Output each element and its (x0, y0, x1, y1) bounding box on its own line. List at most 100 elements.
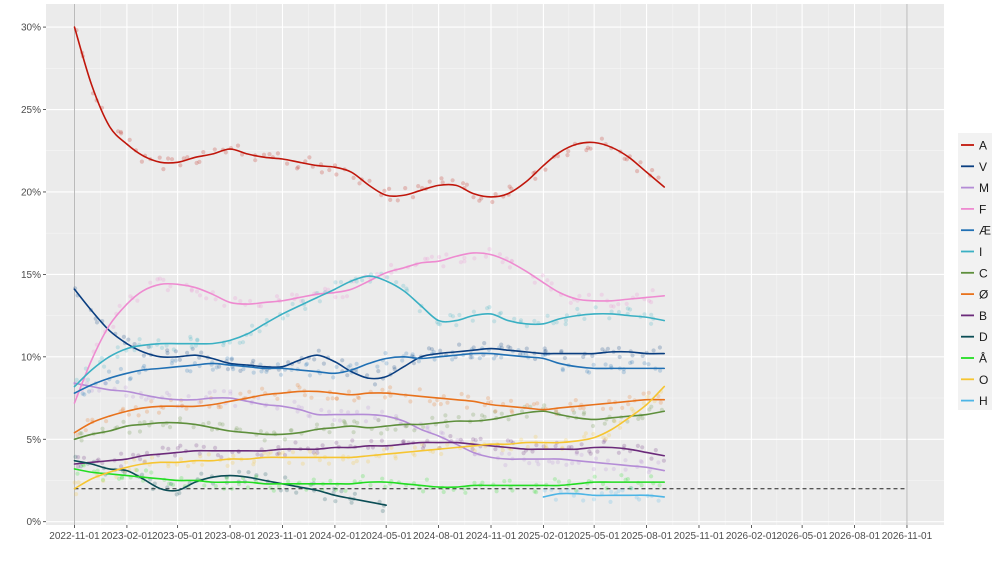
poll-point-D (349, 500, 354, 505)
poll-point-Ø (352, 398, 357, 403)
poll-point-D (122, 470, 127, 475)
poll-point-O (631, 409, 636, 414)
poll-point-I (404, 286, 409, 291)
poll-point-B (530, 449, 535, 454)
poll-point-C (79, 431, 84, 436)
poll-point-I (257, 329, 262, 334)
poll-point-C (582, 410, 587, 415)
poll-point-V (229, 357, 234, 362)
poll-point-Æ (331, 375, 336, 380)
poll-point-B (579, 442, 584, 447)
poll-point-Å (179, 476, 184, 481)
poll-point-Æ (304, 361, 310, 366)
poll-point-Ø (90, 417, 95, 422)
poll-point-Ø (383, 395, 388, 400)
poll-point-Ø (388, 393, 393, 398)
poll-point-Æ (404, 351, 409, 356)
poll-point-Å (472, 480, 477, 485)
poll-point-M (197, 400, 202, 405)
poll-point-A (194, 160, 199, 166)
poll-point-I (593, 305, 598, 310)
poll-point-C (506, 417, 511, 422)
poll-point-H (581, 498, 586, 503)
poll-point-A (327, 167, 332, 173)
poll-point-F (577, 293, 582, 299)
poll-point-Æ (591, 362, 596, 367)
poll-point-C (127, 430, 132, 435)
poll-point-F (425, 256, 430, 261)
poll-point-Ø (432, 402, 437, 407)
poll-point-F (429, 254, 434, 259)
poll-point-O (166, 464, 171, 469)
poll-point-O (645, 394, 650, 399)
poll-point-O (149, 455, 155, 460)
poll-point-F (586, 292, 592, 297)
poll-point-D (339, 489, 344, 494)
poll-point-V (250, 361, 255, 366)
poll-point-F (375, 272, 380, 277)
poll-point-O (519, 437, 524, 442)
poll-point-I (159, 345, 165, 350)
poll-point-Æ (278, 372, 284, 377)
poll-point-F (568, 300, 573, 305)
poll-point-C (234, 426, 239, 431)
poll-point-I (317, 299, 322, 304)
poll-point-Ø (438, 402, 443, 407)
poll-point-O (612, 419, 617, 424)
minor-gridlines (46, 4, 944, 525)
poll-point-A (319, 170, 324, 175)
poll-point-Ø (295, 383, 300, 388)
poll-point-I (607, 316, 612, 321)
poll-point-Å (202, 483, 207, 488)
poll-point-V (190, 346, 195, 351)
poll-point-I (303, 306, 308, 311)
poll-point-A (178, 163, 183, 168)
poll-point-Å (149, 470, 154, 475)
poll-point-I (417, 309, 422, 314)
poll-point-V (376, 369, 381, 374)
poll-point-I (250, 323, 255, 328)
poll-point-C (161, 423, 166, 428)
poll-point-M (139, 395, 144, 400)
poll-point-I (518, 318, 524, 323)
poll-point-D (294, 490, 299, 495)
poll-point-Æ (251, 370, 256, 375)
poll-point-F (649, 300, 654, 305)
poll-point-M (319, 407, 324, 413)
poll-point-I (582, 316, 587, 321)
poll-point-Å (424, 477, 429, 482)
poll-point-M (593, 456, 599, 461)
poll-point-Å (224, 476, 229, 481)
poll-point-B (275, 452, 280, 457)
poll-point-A (261, 152, 267, 157)
poll-point-V (121, 334, 126, 339)
poll-point-Å (276, 484, 282, 489)
poll-point-V (651, 348, 656, 353)
poll-point-V (617, 354, 622, 360)
poll-point-D (263, 472, 268, 477)
poll-point-I (649, 321, 654, 326)
poll-point-I (563, 318, 569, 323)
poll-point-Å (170, 482, 176, 487)
poll-point-A (161, 167, 166, 172)
poll-point-I (454, 323, 459, 328)
poll-point-O (617, 425, 623, 430)
poll-point-O (132, 457, 137, 462)
poll-point-Å (383, 484, 388, 489)
poll-point-Æ (170, 358, 175, 363)
poll-point-I (616, 309, 622, 315)
poll-point-Å (552, 477, 558, 482)
poll-point-O (174, 462, 179, 467)
poll-point-D (322, 497, 327, 502)
poll-point-O (268, 450, 273, 455)
poll-point-O (412, 453, 417, 458)
poll-point-V (177, 357, 182, 362)
poll-point-F (157, 276, 163, 281)
poll-point-C (430, 415, 435, 420)
poll-point-A (197, 159, 202, 164)
poll-point-C (137, 429, 143, 434)
legend-label-0: A (979, 139, 987, 153)
poll-point-Æ (416, 359, 421, 364)
poll-point-O (563, 438, 569, 443)
poll-point-B (653, 448, 658, 453)
